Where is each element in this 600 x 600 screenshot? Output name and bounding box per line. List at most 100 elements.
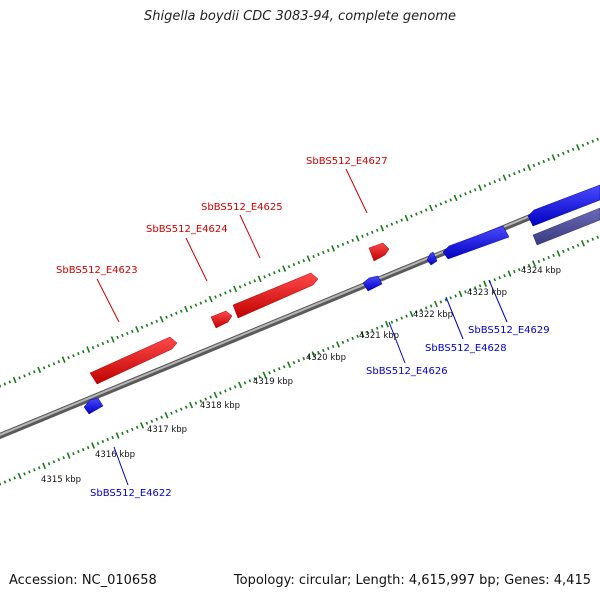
genome-stats-text: Topology: circular; Length: 4,615,997 bp… [233, 573, 591, 588]
minor-tick [586, 141, 590, 145]
minor-tick [116, 335, 119, 340]
callout-line-e4624 [185, 237, 208, 282]
minor-tick [591, 139, 595, 143]
minor-tick [464, 192, 467, 196]
minor-tick [121, 431, 124, 436]
minor-tick [28, 372, 31, 376]
gene-arrow-e4629[interactable] [442, 225, 510, 260]
gene-arrow-e4628[interactable] [426, 251, 438, 266]
minor-tick [130, 329, 134, 334]
genome-backbone-highlight [0, 186, 600, 436]
gene-arrow-offscreen-blue[interactable] [527, 184, 600, 227]
major-tick [580, 239, 585, 247]
minor-tick [464, 290, 467, 294]
major-tick [429, 204, 434, 212]
callout-line-e4628 [445, 296, 464, 340]
minor-tick [552, 253, 555, 258]
minor-tick [194, 401, 198, 405]
minor-tick [361, 234, 364, 238]
gene-arrow-e4626[interactable] [362, 275, 383, 292]
major-tick [306, 255, 311, 262]
major-tick [115, 432, 120, 439]
minor-tick [331, 344, 335, 349]
gene-arrow-e4622[interactable] [83, 397, 104, 415]
gene-label-e4623: SbBS512_E4623 [56, 265, 138, 276]
gene-label-e4628: SbBS512_E4628 [425, 343, 507, 354]
major-tick [66, 452, 71, 459]
minor-tick [576, 243, 580, 247]
minor-tick [228, 387, 232, 391]
minor-tick [439, 300, 443, 304]
minor-tick [473, 286, 477, 290]
minor-tick [405, 314, 408, 318]
kbp-label-4322: 4322 kbp [413, 310, 453, 320]
gene-arrow-offscreen-purple[interactable] [532, 207, 600, 246]
minor-tick [366, 232, 369, 236]
minor-tick [253, 377, 257, 381]
minor-tick [371, 328, 374, 332]
minor-tick [571, 147, 575, 151]
major-tick [556, 250, 561, 257]
gene-arrow-e4627[interactable] [368, 242, 390, 262]
minor-tick [341, 340, 345, 345]
minor-tick [47, 364, 51, 368]
minor-tick [454, 294, 457, 298]
minor-tick [469, 190, 472, 194]
minor-tick [395, 220, 399, 224]
major-tick [213, 391, 218, 399]
minor-tick [302, 356, 306, 361]
major-tick [478, 184, 483, 192]
minor-tick [473, 188, 477, 192]
gene-arrow-e4625[interactable] [232, 272, 319, 319]
minor-tick [390, 222, 394, 226]
minor-tick [380, 324, 384, 328]
minor-tick [145, 323, 149, 327]
minor-tick [57, 360, 61, 364]
gene-label-e4625: SbBS512_E4625 [201, 202, 283, 213]
minor-tick [77, 449, 80, 454]
callout-line-e4626 [388, 321, 406, 364]
minor-tick [57, 458, 61, 462]
minor-tick [194, 303, 198, 307]
major-tick [91, 442, 96, 449]
minor-tick [322, 250, 325, 255]
minor-tick [566, 247, 570, 252]
minor-tick [165, 315, 168, 319]
minor-tick [390, 320, 394, 324]
callout-line-e4627 [345, 168, 368, 214]
minor-tick [233, 385, 237, 389]
minor-tick [72, 354, 75, 358]
minor-tick [317, 252, 320, 257]
kbp-label-4315: 4315 kbp [41, 475, 81, 485]
minor-tick [527, 263, 531, 268]
minor-tick [77, 351, 80, 356]
major-tick [86, 346, 91, 353]
minor-tick [263, 275, 266, 279]
kbp-label-4319: 4319 kbp [253, 377, 293, 387]
major-tick [12, 376, 17, 384]
minor-tick [37, 466, 41, 470]
minor-tick [18, 376, 21, 380]
major-tick [110, 336, 115, 343]
minor-tick [287, 265, 291, 269]
minor-tick [336, 244, 340, 249]
minor-tick [179, 407, 183, 411]
minor-tick [566, 149, 570, 154]
minor-tick [400, 218, 403, 222]
minor-tick [214, 295, 217, 299]
minor-tick [444, 200, 448, 204]
minor-tick [52, 460, 56, 464]
major-tick [164, 411, 169, 419]
minor-tick [155, 417, 159, 421]
minor-tick [111, 435, 114, 440]
minor-tick [351, 238, 354, 242]
minor-tick [385, 224, 389, 228]
minor-tick [517, 169, 521, 174]
major-tick [331, 245, 336, 252]
gene-arrow-e4624[interactable] [210, 310, 233, 329]
gene-arrow-e4623[interactable] [89, 336, 178, 385]
minor-tick [72, 452, 75, 456]
minor-tick [209, 395, 212, 399]
minor-tick [91, 345, 95, 350]
